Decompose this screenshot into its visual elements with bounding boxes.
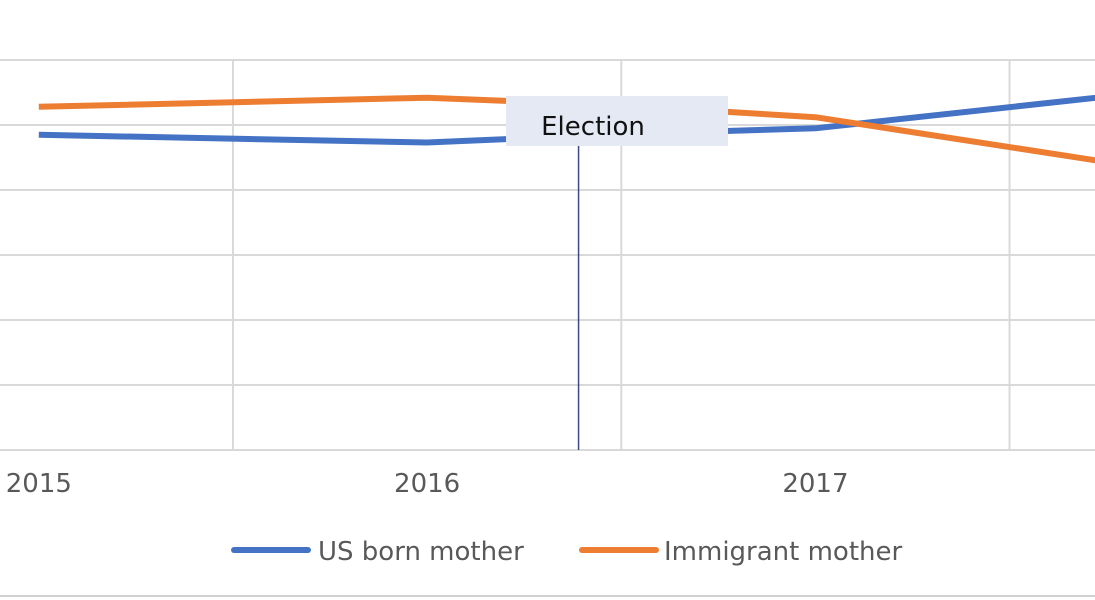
legend-label-immigrant: Immigrant mother: [664, 537, 903, 567]
x-tick-label: 2016: [394, 469, 460, 499]
election-annotation: Election: [506, 96, 728, 450]
legend-label-us-born: US born mother: [318, 537, 524, 567]
x-tick-label: 2017: [782, 469, 848, 499]
election-label-box: [506, 96, 728, 146]
election-label: Election: [541, 112, 645, 142]
x-axis-ticks: 2015 2016 2017: [6, 469, 849, 499]
x-tick-label: 2015: [6, 469, 72, 499]
legend: US born mother Immigrant mother: [231, 537, 903, 567]
